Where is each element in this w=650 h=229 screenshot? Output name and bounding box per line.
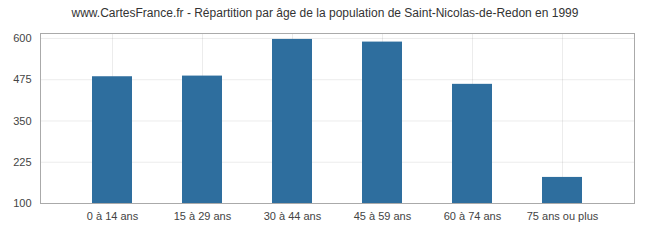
html-text:www.CartesFrance.fr - Répartit: www.CartesFrance.fr - Répartition par âg… [71,6,579,20]
svg-text:225: 225 [13,156,31,168]
svg-text:45 à 59 ans: 45 à 59 ans [354,210,412,222]
svg-text:15 à 29 ans: 15 à 29 ans [174,210,232,222]
svg-text:600: 600 [13,32,31,44]
svg-text:100: 100 [13,197,31,209]
svg-text:30 à 44 ans: 30 à 44 ans [264,210,322,222]
svg-text:475: 475 [13,73,31,85]
svg-text:350: 350 [13,114,31,126]
svg-text:75 ans ou plus: 75 ans ou plus [527,210,599,222]
svg-text:0 à 14 ans: 0 à 14 ans [87,210,139,222]
svg-text:60 à 74 ans: 60 à 74 ans [444,210,502,222]
